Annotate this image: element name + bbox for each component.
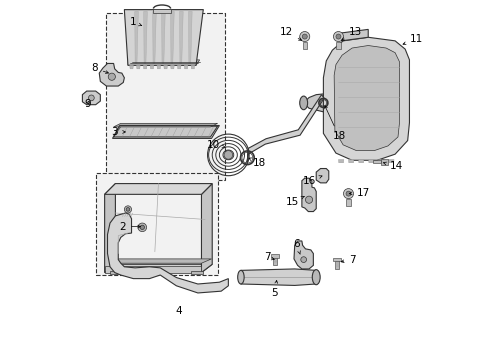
Polygon shape	[113, 126, 217, 137]
Polygon shape	[104, 264, 212, 273]
Polygon shape	[348, 159, 353, 163]
Circle shape	[302, 34, 306, 39]
Text: 2: 2	[119, 222, 140, 231]
Text: 18: 18	[324, 106, 345, 141]
Polygon shape	[162, 12, 165, 64]
Polygon shape	[104, 184, 212, 194]
Polygon shape	[271, 254, 278, 258]
Polygon shape	[380, 159, 387, 165]
Polygon shape	[153, 9, 171, 13]
Polygon shape	[301, 178, 316, 212]
Polygon shape	[346, 199, 350, 206]
Polygon shape	[104, 266, 201, 273]
Polygon shape	[191, 65, 194, 69]
Text: 16: 16	[303, 176, 321, 186]
Polygon shape	[341, 30, 367, 41]
Text: 18: 18	[248, 158, 265, 168]
Polygon shape	[293, 241, 313, 269]
Circle shape	[140, 225, 144, 229]
Polygon shape	[333, 45, 399, 150]
Circle shape	[108, 73, 115, 80]
Circle shape	[333, 32, 343, 41]
Text: 4: 4	[176, 306, 182, 316]
Polygon shape	[110, 271, 121, 274]
Polygon shape	[150, 65, 153, 69]
Polygon shape	[323, 37, 408, 160]
Bar	[96, 173, 217, 275]
Polygon shape	[241, 269, 316, 285]
Polygon shape	[157, 65, 160, 69]
Text: 15: 15	[285, 196, 304, 207]
Circle shape	[224, 150, 232, 159]
Polygon shape	[152, 12, 156, 64]
Polygon shape	[333, 258, 340, 261]
Polygon shape	[188, 12, 192, 64]
Polygon shape	[247, 95, 324, 162]
Ellipse shape	[237, 270, 244, 284]
Text: 9: 9	[84, 99, 91, 109]
Ellipse shape	[312, 270, 320, 285]
Polygon shape	[170, 12, 174, 64]
Polygon shape	[372, 160, 380, 163]
Polygon shape	[143, 65, 147, 69]
Polygon shape	[129, 65, 133, 69]
Polygon shape	[302, 41, 306, 49]
Polygon shape	[273, 258, 276, 265]
Polygon shape	[143, 12, 147, 64]
Circle shape	[88, 95, 94, 101]
Bar	[106, 13, 224, 180]
Text: 13: 13	[341, 27, 362, 40]
Polygon shape	[177, 65, 181, 69]
Circle shape	[343, 189, 353, 199]
Polygon shape	[179, 12, 183, 64]
Text: 7: 7	[263, 252, 274, 262]
Polygon shape	[338, 159, 343, 163]
Text: 6: 6	[293, 239, 300, 254]
Polygon shape	[115, 259, 211, 263]
Circle shape	[126, 208, 129, 211]
Polygon shape	[113, 123, 217, 127]
Polygon shape	[107, 213, 228, 293]
Polygon shape	[368, 159, 373, 163]
Polygon shape	[135, 12, 138, 64]
Polygon shape	[184, 65, 187, 69]
Text: 11: 11	[402, 35, 423, 45]
Text: 5: 5	[271, 280, 278, 298]
Polygon shape	[201, 184, 212, 273]
Polygon shape	[335, 261, 338, 269]
Circle shape	[305, 196, 312, 203]
Polygon shape	[124, 10, 203, 65]
Circle shape	[299, 32, 309, 41]
Circle shape	[346, 191, 350, 196]
Circle shape	[335, 34, 340, 39]
Polygon shape	[388, 159, 393, 163]
Polygon shape	[128, 60, 199, 65]
Polygon shape	[99, 63, 124, 86]
Text: 12: 12	[279, 27, 301, 40]
Polygon shape	[303, 94, 323, 112]
Ellipse shape	[299, 96, 307, 110]
Circle shape	[124, 206, 131, 213]
Polygon shape	[163, 65, 167, 69]
Text: 1: 1	[129, 17, 142, 27]
Text: 10: 10	[206, 140, 225, 150]
Circle shape	[138, 223, 146, 231]
Polygon shape	[82, 91, 100, 105]
Polygon shape	[104, 184, 115, 273]
Text: 3: 3	[111, 127, 125, 137]
Text: 7: 7	[341, 255, 355, 265]
Polygon shape	[316, 168, 328, 183]
Text: 8: 8	[91, 63, 108, 73]
Text: 17: 17	[348, 188, 369, 198]
Polygon shape	[190, 271, 203, 274]
Polygon shape	[378, 159, 383, 163]
Circle shape	[300, 257, 306, 262]
Polygon shape	[358, 159, 363, 163]
Text: 14: 14	[383, 161, 402, 171]
Polygon shape	[336, 41, 340, 49]
Polygon shape	[136, 65, 140, 69]
Polygon shape	[170, 65, 174, 69]
Polygon shape	[124, 10, 203, 15]
